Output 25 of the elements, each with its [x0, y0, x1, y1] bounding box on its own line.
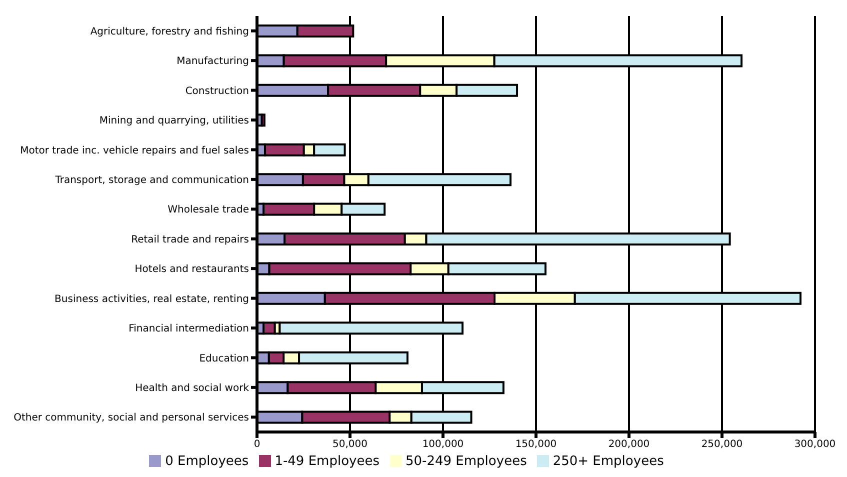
y-tick-label: Education	[199, 353, 249, 364]
x-tick-label: 250,000	[701, 439, 743, 450]
y-tick-label: Retail trade and repairs	[131, 234, 249, 246]
x-tick-label: 150,000	[515, 439, 557, 450]
x-tick-label: 50,000	[332, 439, 368, 450]
y-tick-label: Financial intermediation	[128, 324, 249, 335]
y-tick-label: Mining and quarrying, utilities	[99, 116, 249, 127]
legend-label: 0 Employees	[165, 454, 249, 469]
y-tick-label: Construction	[185, 86, 249, 97]
y-tick-label: Manufacturing	[176, 56, 249, 68]
y-tick-label: Other community, social and personal services	[14, 412, 249, 424]
x-tick-label: 100,000	[422, 439, 464, 450]
y-tick-label: Motor trade inc. vehicle repairs and fuel sales	[20, 145, 249, 156]
y-tick-label: Agriculture, forestry and fishing	[90, 26, 249, 38]
legend-label: 1-49 Employees	[274, 454, 380, 469]
y-tick-label: Transport, storage and communication	[54, 174, 249, 186]
legend-label: 250+ Employees	[552, 454, 664, 469]
y-tick-label: Health and social work	[135, 382, 250, 394]
x-tick-label: 200,000	[608, 439, 650, 450]
y-tick-label: Business activities, real estate, renting	[54, 294, 249, 305]
x-tick-label: 300,000	[794, 439, 836, 450]
x-tick-label: 0	[254, 439, 260, 450]
legend-label: 50-249 Employees	[406, 454, 527, 469]
y-tick-label: Wholesale trade	[168, 204, 249, 216]
y-tick-label: Hotels and restaurants	[134, 264, 249, 276]
